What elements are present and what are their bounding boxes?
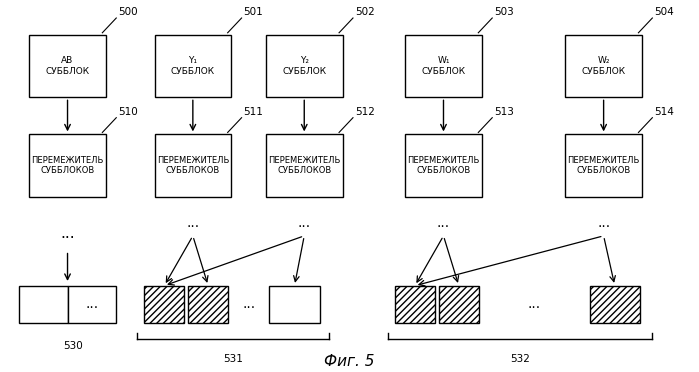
Bar (29, 134, 106, 197)
Text: ...: ... (437, 216, 450, 230)
Text: AB
СУББЛОК: AB СУББЛОК (45, 56, 89, 76)
Text: 500: 500 (118, 7, 138, 17)
Text: ПЕРЕМЕЖИТЕЛЬ
СУББЛОКОВ: ПЕРЕМЕЖИТЕЛЬ СУББЛОКОВ (268, 156, 340, 175)
Text: 504: 504 (654, 7, 675, 17)
Text: ПЕРЕМЕЖИТЕЛЬ
СУББЛОКОВ: ПЕРЕМЕЖИТЕЛЬ СУББЛОКОВ (568, 156, 640, 175)
Text: 513: 513 (494, 107, 514, 116)
Bar (269, 286, 319, 323)
Bar (154, 35, 231, 97)
Bar (144, 286, 185, 323)
Bar (188, 286, 229, 323)
Text: 512: 512 (355, 107, 375, 116)
Bar (266, 134, 343, 197)
Text: 511: 511 (244, 107, 264, 116)
Text: ПЕРЕМЕЖИТЕЛЬ
СУББЛОКОВ: ПЕРЕМЕЖИТЕЛЬ СУББЛОКОВ (31, 156, 103, 175)
Bar (590, 286, 640, 323)
Text: W₂
СУББЛОК: W₂ СУББЛОК (582, 56, 626, 76)
Text: Фиг. 5: Фиг. 5 (324, 354, 375, 369)
Bar (565, 134, 642, 197)
Text: 514: 514 (654, 107, 675, 116)
Bar (154, 134, 231, 197)
Bar (266, 35, 343, 97)
Text: 530: 530 (63, 341, 82, 351)
Text: Y₂
СУББЛОК: Y₂ СУББЛОК (282, 56, 326, 76)
Text: Y₁
СУББЛОК: Y₁ СУББЛОК (171, 56, 215, 76)
Text: W₁
СУББЛОК: W₁ СУББЛОК (421, 56, 466, 76)
Text: 531: 531 (223, 354, 243, 364)
Bar (405, 134, 482, 197)
Bar (68, 286, 116, 323)
Text: ...: ... (187, 216, 199, 230)
Text: ...: ... (243, 297, 255, 311)
Text: ...: ... (60, 227, 75, 241)
Text: ПЕРЕМЕЖИТЕЛЬ
СУББЛОКОВ: ПЕРЕМЕЖИТЕЛЬ СУББЛОКОВ (157, 156, 229, 175)
Bar (395, 286, 435, 323)
Bar (438, 286, 479, 323)
Text: ПЕРЕМЕЖИТЕЛЬ
СУББЛОКОВ: ПЕРЕМЕЖИТЕЛЬ СУББЛОКОВ (408, 156, 480, 175)
Text: 501: 501 (244, 7, 264, 17)
Bar (19, 286, 68, 323)
Bar (29, 35, 106, 97)
Text: 503: 503 (494, 7, 514, 17)
Text: 532: 532 (510, 354, 530, 364)
Bar (565, 35, 642, 97)
Text: ...: ... (528, 297, 541, 311)
Text: 510: 510 (118, 107, 138, 116)
Text: 502: 502 (355, 7, 375, 17)
Text: ...: ... (298, 216, 311, 230)
Bar (405, 35, 482, 97)
Text: ...: ... (597, 216, 610, 230)
Text: ...: ... (85, 297, 99, 311)
